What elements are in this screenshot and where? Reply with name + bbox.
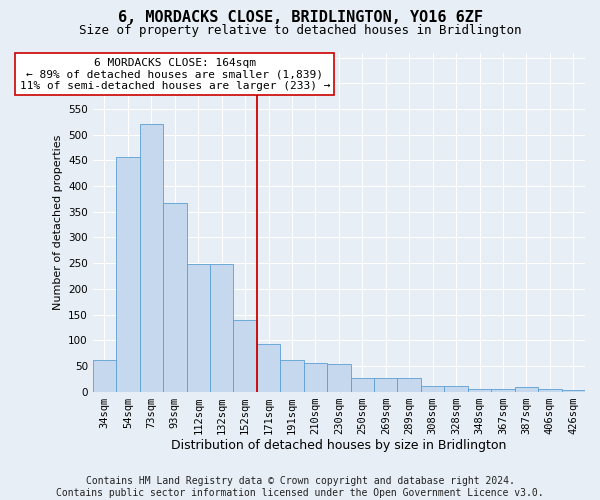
- Bar: [538, 389, 562, 392]
- Y-axis label: Number of detached properties: Number of detached properties: [53, 134, 62, 310]
- Bar: [421, 386, 445, 392]
- Bar: [445, 386, 468, 392]
- Bar: [562, 390, 585, 392]
- Bar: [468, 388, 491, 392]
- Bar: [304, 364, 327, 392]
- Bar: [491, 388, 515, 392]
- Bar: [163, 202, 187, 392]
- Bar: [374, 378, 397, 392]
- Bar: [233, 320, 257, 392]
- Text: 6, MORDACKS CLOSE, BRIDLINGTON, YO16 6ZF: 6, MORDACKS CLOSE, BRIDLINGTON, YO16 6ZF: [118, 10, 482, 25]
- Bar: [93, 360, 116, 392]
- Bar: [257, 344, 280, 392]
- Bar: [187, 264, 210, 392]
- Bar: [515, 388, 538, 392]
- Text: Contains HM Land Registry data © Crown copyright and database right 2024.
Contai: Contains HM Land Registry data © Crown c…: [56, 476, 544, 498]
- Text: 6 MORDACKS CLOSE: 164sqm
← 89% of detached houses are smaller (1,839)
11% of sem: 6 MORDACKS CLOSE: 164sqm ← 89% of detach…: [20, 58, 330, 91]
- Bar: [116, 157, 140, 392]
- Bar: [210, 264, 233, 392]
- Text: Size of property relative to detached houses in Bridlington: Size of property relative to detached ho…: [79, 24, 521, 37]
- Bar: [397, 378, 421, 392]
- Bar: [350, 378, 374, 392]
- Bar: [280, 360, 304, 392]
- Bar: [140, 124, 163, 392]
- Bar: [327, 364, 350, 392]
- X-axis label: Distribution of detached houses by size in Bridlington: Distribution of detached houses by size …: [171, 440, 506, 452]
